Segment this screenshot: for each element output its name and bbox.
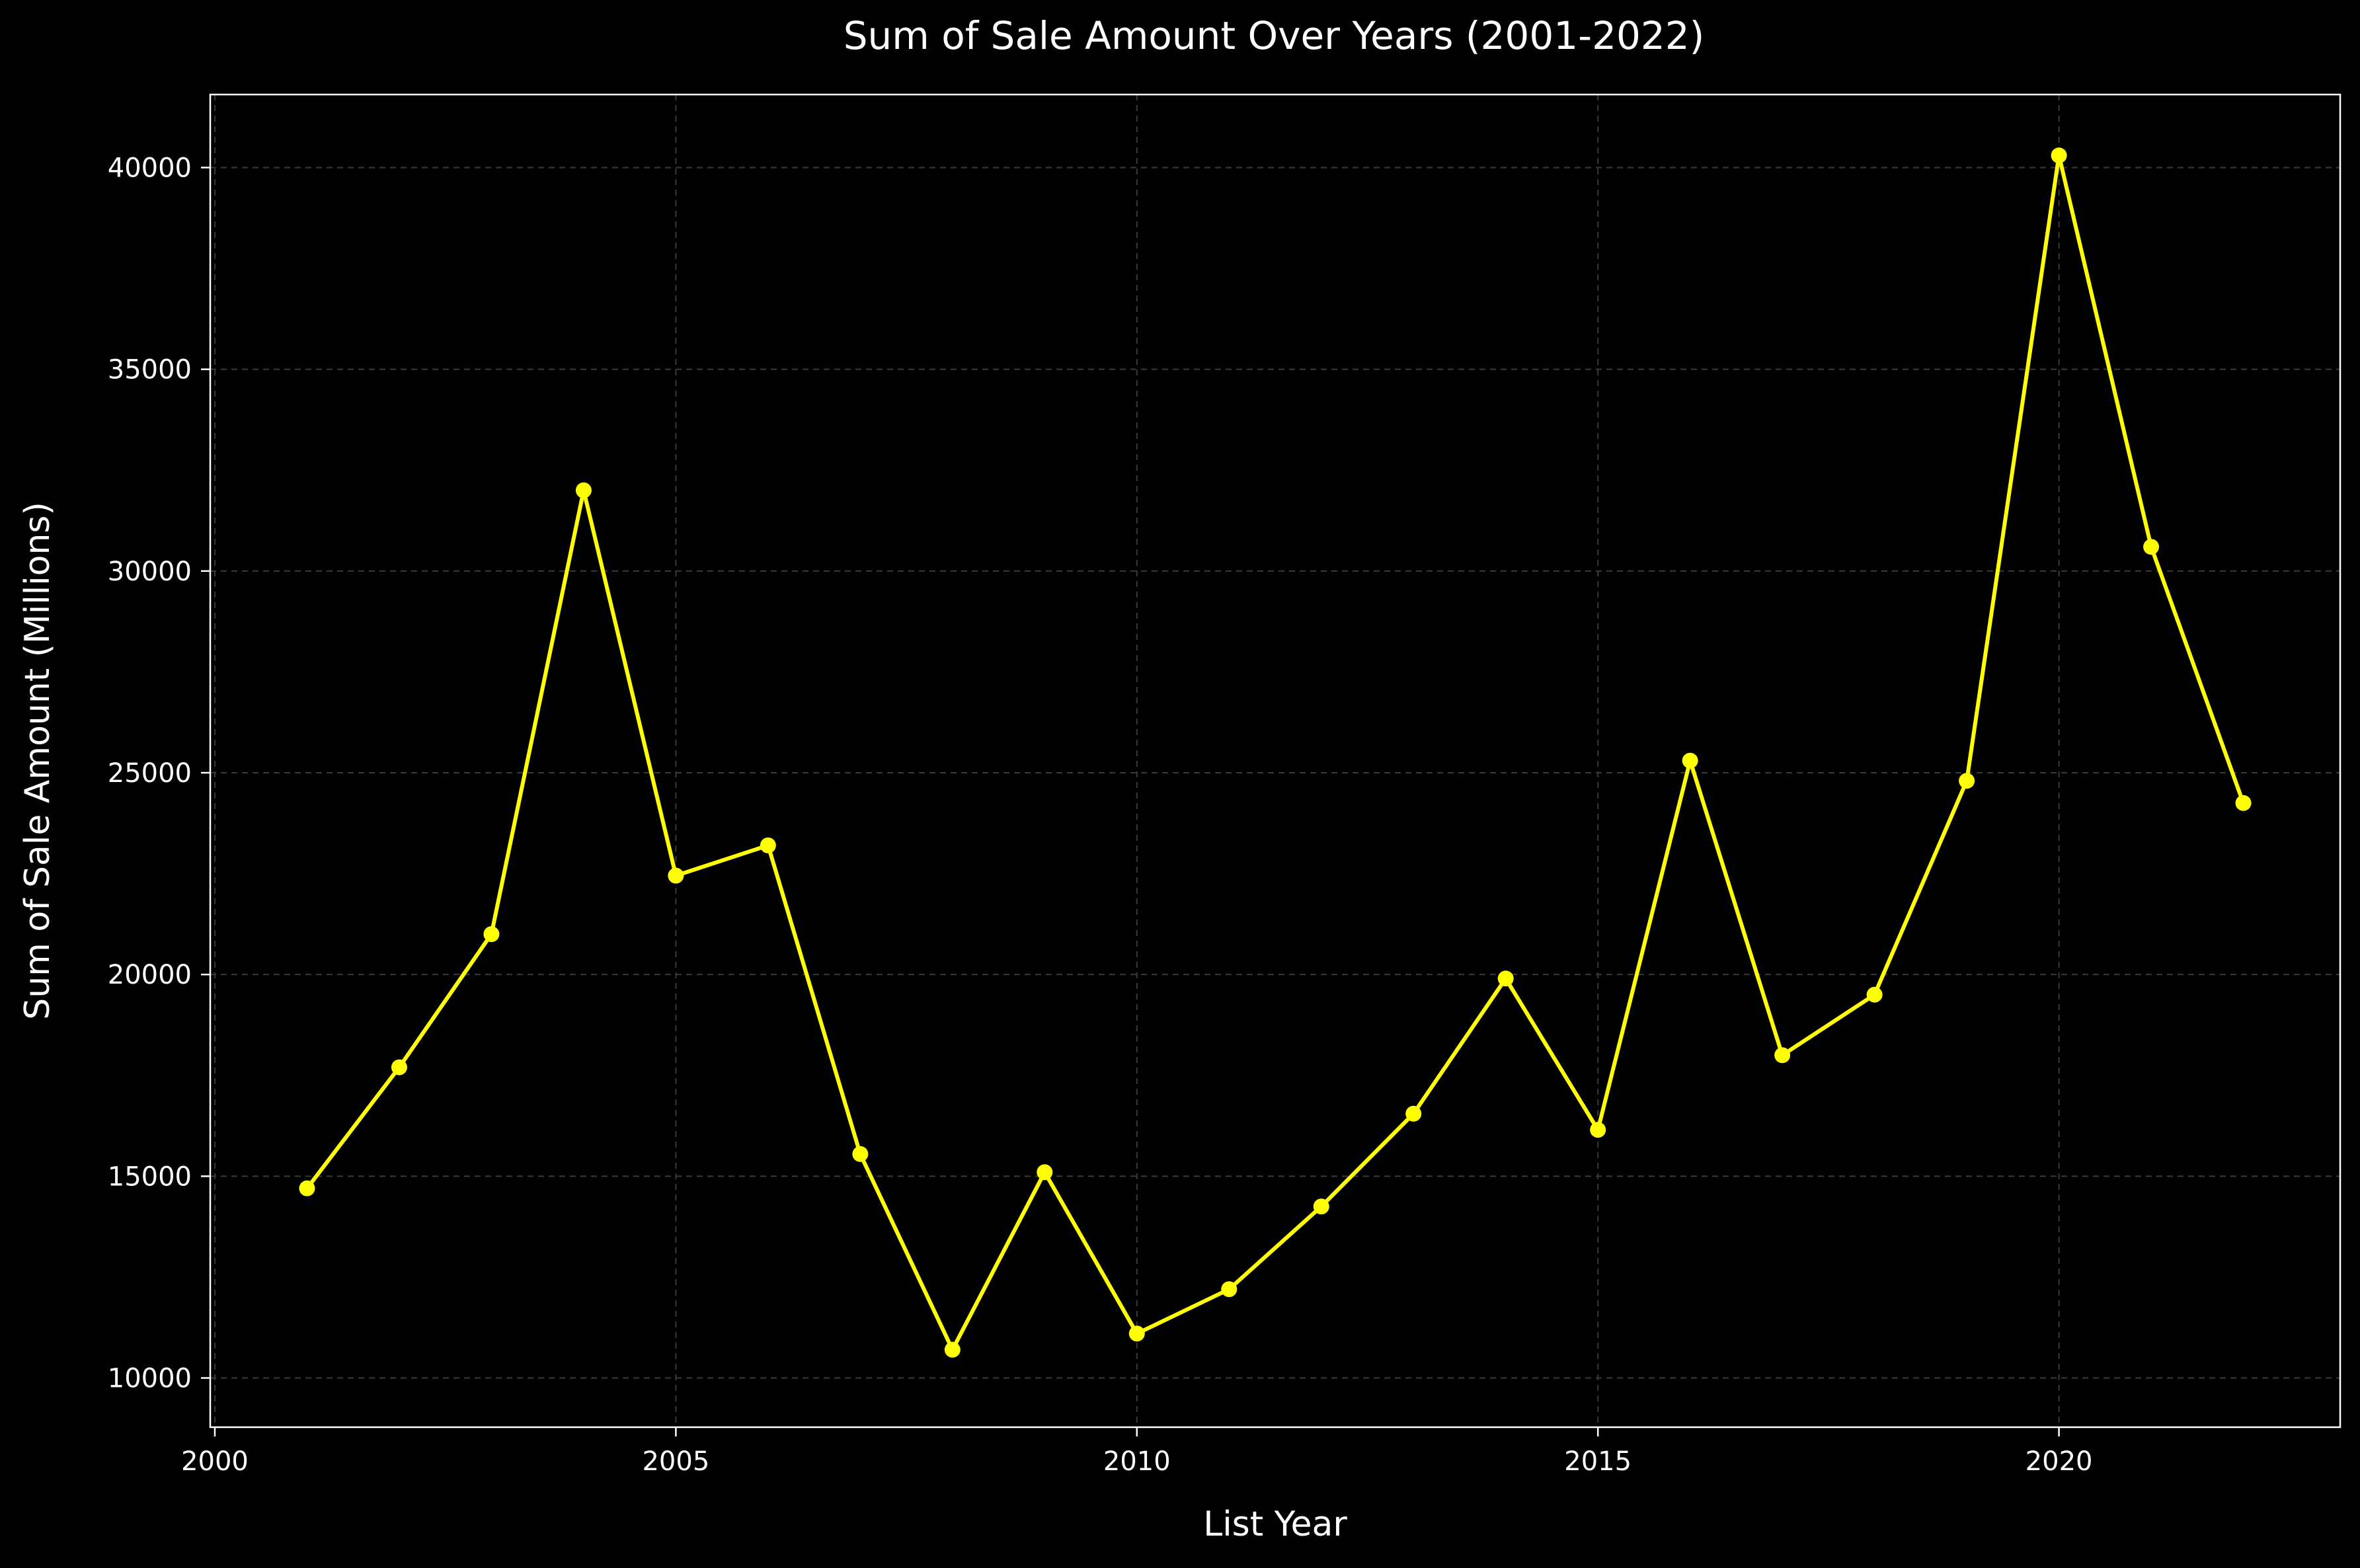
data-point (1221, 1281, 1238, 1298)
series-line (305, 153, 2246, 1352)
chart-title: Sum of Sale Amount Over Years (2001-2022… (844, 13, 1705, 58)
x-tick-label: 2000 (181, 1446, 249, 1477)
data-point (1037, 1164, 1053, 1181)
data-point (575, 482, 592, 498)
data-point (852, 1146, 869, 1162)
data-point (299, 1180, 315, 1196)
y-tick-label: 25000 (108, 758, 192, 789)
data-point (483, 926, 500, 943)
y-tick-label: 15000 (108, 1161, 192, 1192)
plot-area-frame (209, 93, 2341, 1429)
data-point (391, 1059, 407, 1076)
x-tick-label: 2010 (1103, 1446, 1171, 1477)
x-tick-label: 2015 (1564, 1446, 1632, 1477)
y-tick-label: 20000 (108, 960, 192, 990)
data-point (2143, 539, 2160, 555)
data-point (1313, 1198, 1329, 1215)
x-axis-label: List Year (1203, 1505, 1347, 1544)
data-point (2235, 795, 2252, 811)
data-point (1866, 986, 1883, 1003)
y-tick-label: 35000 (108, 355, 192, 385)
data-point (1959, 773, 1975, 789)
x-tick-label: 2005 (642, 1446, 709, 1477)
data-point (1128, 1325, 1145, 1342)
y-tick-label: 40000 (108, 153, 192, 183)
data-point (760, 837, 776, 853)
data-point (1590, 1122, 1606, 1138)
y-axis-label: Sum of Sale Amount (Millions) (18, 502, 58, 1020)
data-point (668, 867, 684, 884)
data-point (1682, 752, 1698, 769)
data-point (1774, 1047, 1791, 1064)
y-tick-label: 10000 (108, 1364, 192, 1394)
data-series (299, 147, 2252, 1358)
axis-ticks: 2000 2005 2010 2015 2020 10000 15000 20000 25000… (108, 153, 2093, 1477)
y-tick-label: 30000 (108, 557, 192, 587)
x-tick-label: 2020 (2026, 1446, 2093, 1477)
data-point (944, 1341, 961, 1358)
data-point (1497, 970, 1514, 987)
data-point (2051, 147, 2067, 164)
data-point (1405, 1105, 1422, 1122)
